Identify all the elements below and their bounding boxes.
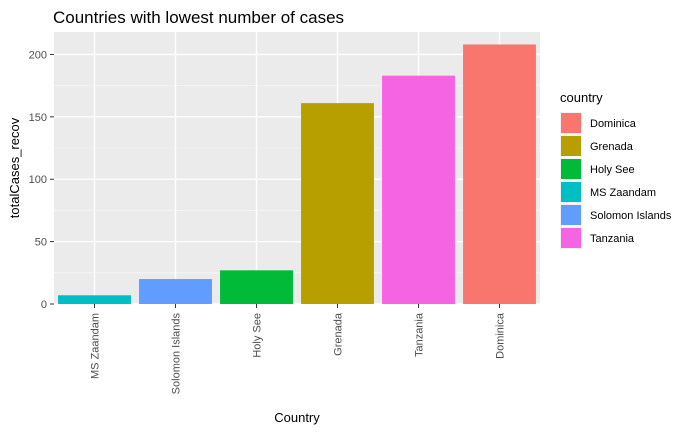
x-axis: MS Zaandam Solomon Islands Holy See Grenada…	[90, 304, 507, 394]
legend-item-label: Solomon Islands	[590, 210, 672, 222]
grid-minor	[54, 85, 540, 274]
legend-swatch	[561, 136, 581, 156]
x-tick-label: MS Zaandam	[90, 313, 102, 379]
legend-swatch	[561, 228, 581, 248]
bar	[58, 295, 131, 304]
y-axis-title: totalCases_recov	[7, 117, 22, 218]
x-tick-label: Dominica	[495, 312, 507, 359]
bars	[58, 44, 536, 305]
y-tick-label: 150	[29, 112, 47, 124]
legend-item-label: Dominica	[590, 118, 637, 130]
plot-panel	[54, 32, 540, 304]
x-tick-label: Tanzania	[414, 312, 426, 357]
legend-item-label: Grenada	[590, 141, 634, 153]
x-axis-title: Country	[274, 410, 320, 425]
legend-item-label: Holy See	[590, 164, 635, 176]
legend-title: country	[560, 90, 603, 105]
y-tick-label: 100	[29, 174, 47, 186]
x-tick-label: Holy See	[252, 313, 264, 358]
x-tick-label: Grenada	[333, 312, 345, 356]
bar	[220, 270, 293, 304]
legend: country Dominica Grenada Holy See MS Zaanda…	[560, 90, 672, 249]
legend-item-label: Tanzania	[590, 233, 635, 245]
y-tick-label: 200	[29, 49, 47, 61]
x-tick-label: Solomon Islands	[171, 313, 183, 395]
bar	[139, 279, 212, 304]
legend-swatch	[561, 159, 581, 179]
y-axis: 0 50 100 150 200	[29, 49, 54, 311]
bar	[301, 103, 374, 304]
bar	[463, 44, 536, 305]
y-tick-label: 50	[35, 237, 47, 249]
legend-swatch	[561, 113, 581, 133]
chart-title: Countries with lowest number of cases	[53, 8, 344, 27]
y-tick-label: 0	[41, 299, 47, 311]
bar	[382, 75, 455, 304]
legend-swatch	[561, 182, 581, 202]
legend-item-label: MS Zaandam	[590, 187, 656, 199]
legend-swatch	[561, 205, 581, 225]
